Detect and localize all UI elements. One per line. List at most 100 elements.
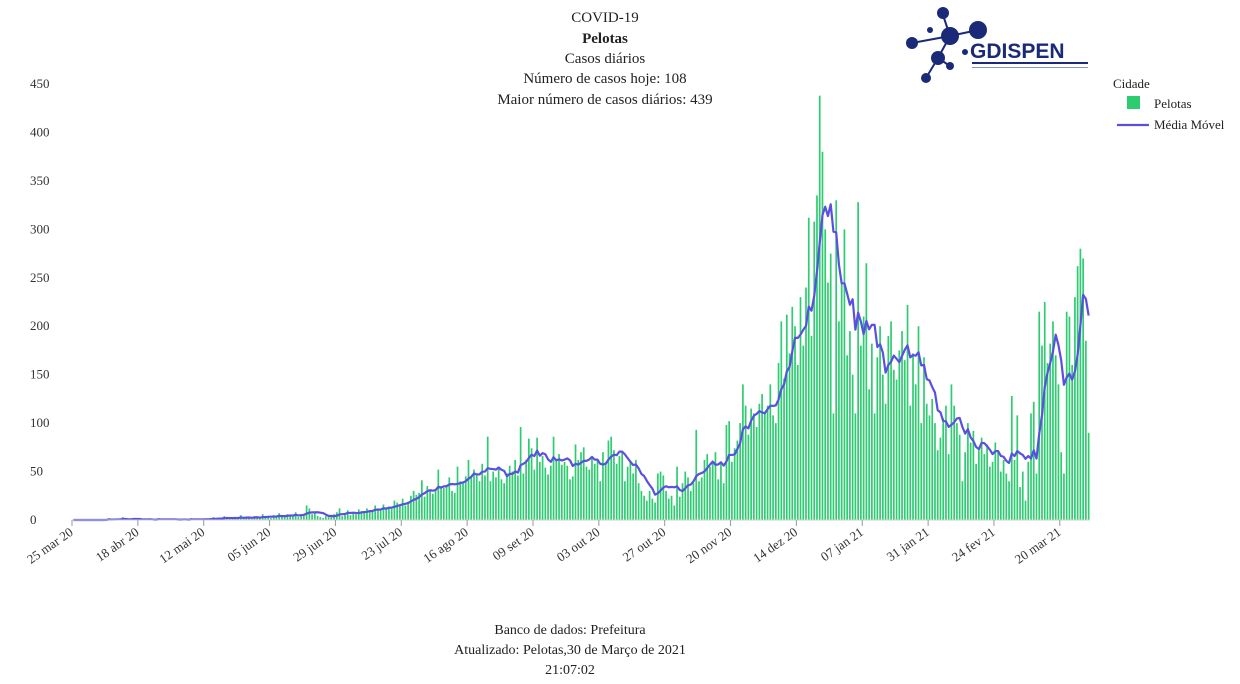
bar — [736, 440, 739, 520]
bar — [256, 517, 259, 520]
bar — [495, 477, 497, 520]
footer: Banco de dados: Prefeitura Atualizado: P… — [454, 623, 686, 678]
bar — [1063, 473, 1065, 520]
bar — [818, 95, 821, 520]
bar — [437, 469, 440, 520]
bar — [854, 413, 857, 520]
bar — [881, 374, 884, 520]
y-tick-label: 400 — [30, 124, 50, 139]
y-tick-label: 350 — [30, 173, 50, 188]
bar — [709, 466, 711, 520]
logo-text: GDISPEN — [970, 40, 1065, 63]
bar — [766, 405, 769, 520]
footer-updated: Atualizado: Pelotas,30 de Março de 2021 — [454, 643, 686, 658]
bar — [484, 475, 486, 520]
bar — [368, 510, 371, 520]
bar — [355, 514, 357, 520]
bar — [426, 486, 429, 520]
bar — [739, 423, 741, 520]
bar — [648, 490, 651, 520]
bar — [1074, 297, 1076, 520]
bar — [522, 473, 525, 520]
bar — [969, 442, 972, 520]
y-tick-label: 250 — [30, 270, 50, 285]
bar — [322, 518, 324, 520]
bar — [563, 461, 566, 520]
bar — [835, 200, 838, 520]
x-tick-label: 05 jun 20 — [224, 524, 273, 564]
bar — [681, 483, 684, 520]
bar — [363, 512, 366, 520]
bar — [983, 454, 986, 520]
bar — [769, 384, 772, 520]
bar — [676, 466, 678, 520]
bar — [964, 452, 966, 520]
bar — [1024, 500, 1027, 520]
bar — [1054, 355, 1057, 520]
bar — [903, 360, 906, 520]
bar — [382, 504, 385, 520]
bar — [481, 463, 484, 520]
bar — [725, 425, 728, 520]
bar — [497, 466, 500, 520]
bar — [961, 481, 964, 520]
bar — [785, 314, 788, 520]
bar — [319, 517, 322, 520]
legend-title: Cidade — [1113, 76, 1150, 91]
x-axis: 25 mar 20 18 abr 20 12 mai 20 05 jun 20 29 j… — [24, 520, 1064, 567]
bar — [292, 516, 294, 520]
bar — [492, 471, 495, 520]
x-tick-label: 25 mar 20 — [24, 524, 76, 567]
bar — [692, 483, 695, 520]
bar — [602, 452, 604, 520]
bar — [508, 465, 511, 520]
bar — [448, 477, 451, 520]
bar — [456, 466, 459, 520]
bar — [909, 405, 912, 520]
footer-time: 21:07:02 — [545, 663, 595, 678]
bar — [986, 444, 988, 520]
bar — [327, 517, 330, 520]
bar-series-pelotas — [105, 95, 1090, 521]
legend: Cidade Pelotas Média Móvel — [1113, 76, 1225, 132]
bar — [901, 331, 903, 520]
bar — [871, 343, 873, 520]
bar — [689, 490, 692, 520]
x-tick-label: 24 fev 21 — [949, 524, 998, 564]
logo-underline — [972, 62, 1088, 64]
bar — [972, 430, 975, 520]
bar — [810, 335, 813, 520]
bar — [1046, 363, 1049, 520]
bar — [945, 405, 947, 520]
bar — [528, 438, 530, 520]
bar — [585, 466, 588, 520]
bar — [980, 437, 983, 520]
bar — [722, 483, 725, 520]
bar — [286, 514, 289, 520]
bar — [470, 477, 473, 520]
bar — [816, 195, 818, 521]
bar — [906, 304, 909, 520]
x-tick-label: 20 mar 21 — [1012, 524, 1064, 567]
bar — [530, 448, 533, 520]
bar — [366, 508, 368, 520]
bar — [947, 454, 950, 520]
bar — [920, 423, 923, 520]
bar — [440, 486, 442, 520]
bar — [936, 450, 939, 520]
y-tick-label: 450 — [30, 76, 50, 91]
bar — [566, 465, 569, 520]
bar — [374, 505, 377, 520]
bar — [486, 436, 489, 520]
bar — [582, 447, 585, 520]
footer-database: Banco de dados: Prefeitura — [494, 623, 646, 638]
logo-subtext-line — [972, 67, 1088, 68]
bar — [547, 474, 549, 520]
bar — [917, 326, 920, 520]
bar — [577, 459, 580, 520]
bar — [429, 489, 431, 520]
y-tick-label: 100 — [30, 415, 50, 430]
bar — [1008, 481, 1010, 520]
bar — [678, 496, 681, 520]
bar — [478, 481, 481, 520]
